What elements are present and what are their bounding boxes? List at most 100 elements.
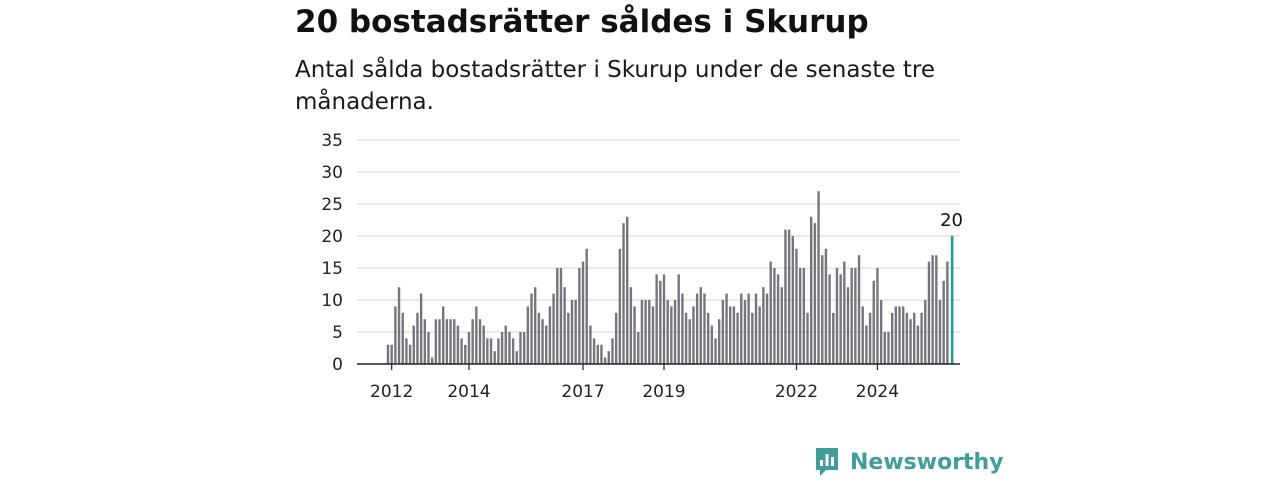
bar [541, 319, 544, 364]
x-tick-label: 2012 [370, 382, 413, 402]
bar [747, 293, 750, 364]
x-tick-label: 2024 [856, 382, 899, 402]
bar [408, 344, 412, 364]
bar [460, 338, 463, 364]
bar [405, 338, 408, 364]
bar [522, 332, 526, 364]
bar [648, 300, 651, 364]
bar [806, 312, 809, 364]
bar [592, 338, 596, 364]
bar [556, 268, 559, 364]
bar [703, 293, 706, 364]
bar-highlight [950, 236, 954, 364]
y-tick-label: 20 [321, 227, 343, 247]
bar [397, 287, 401, 364]
bar [938, 300, 942, 364]
bar [743, 300, 747, 364]
bar [942, 280, 945, 364]
bar [754, 293, 758, 364]
bar [626, 216, 629, 364]
bar [710, 325, 714, 364]
bar [666, 300, 669, 364]
bar [486, 338, 489, 364]
chart-title: 20 bostadsrätter såldes i Skurup [295, 4, 869, 40]
bar [578, 268, 581, 364]
bar [493, 351, 496, 364]
bars [386, 191, 954, 364]
bar [905, 312, 909, 364]
bar [530, 293, 533, 364]
bar [581, 261, 585, 364]
bar [475, 306, 478, 364]
bar [890, 312, 894, 364]
bar [846, 287, 850, 364]
bar [769, 261, 772, 364]
bar [449, 319, 452, 364]
bar [883, 332, 886, 364]
bar [559, 268, 563, 364]
bar [817, 191, 820, 364]
bar [909, 319, 912, 364]
bar [537, 312, 541, 364]
bar [784, 229, 787, 364]
bar [489, 338, 493, 364]
bar [714, 338, 717, 364]
bar [684, 312, 688, 364]
bar [445, 319, 449, 364]
bar [659, 280, 662, 364]
bar [916, 325, 920, 364]
bar [673, 300, 677, 364]
bar [644, 300, 647, 364]
bar [637, 332, 640, 364]
bar [419, 293, 423, 364]
bar [924, 300, 927, 364]
y-tick-label: 35 [321, 131, 343, 151]
bar [721, 300, 725, 364]
bar [563, 287, 566, 364]
y-axis-ticks: 0 5 10 15 20 25 30 35 [321, 131, 343, 375]
bar [876, 268, 879, 364]
bar [872, 280, 875, 364]
bar [699, 287, 702, 364]
bar [810, 216, 813, 364]
bar [762, 287, 765, 364]
highlight-value-label: 20 [940, 210, 963, 231]
y-tick-label: 30 [321, 163, 343, 183]
bar [835, 268, 839, 364]
bar [497, 338, 500, 364]
bar [567, 312, 570, 364]
bar [614, 312, 618, 364]
chart-subtitle: Antal sålda bostadsrätter i Skurup under… [295, 57, 936, 115]
bar [394, 306, 397, 364]
bar [780, 287, 783, 364]
bar [821, 255, 824, 364]
bar [611, 338, 614, 364]
bar [706, 312, 710, 364]
bar [861, 306, 864, 364]
bar [500, 332, 504, 364]
bar [692, 306, 695, 364]
bar [688, 319, 691, 364]
bar [902, 306, 905, 364]
bar [423, 319, 426, 364]
bar [776, 274, 780, 364]
bar [434, 319, 438, 364]
bar [868, 312, 872, 364]
bar [482, 325, 485, 364]
bar [828, 274, 831, 364]
bar [802, 268, 806, 364]
newsworthy-logo: Newsworthy [814, 446, 1004, 478]
bar [574, 300, 577, 364]
bar [504, 325, 507, 364]
bar [725, 293, 728, 364]
newsworthy-logo-text: Newsworthy [850, 449, 1004, 475]
bar [824, 248, 828, 364]
bar [629, 287, 633, 364]
bar [798, 268, 802, 364]
bar [773, 268, 776, 364]
bar [607, 351, 610, 364]
bar [464, 344, 467, 364]
gridlines [357, 139, 960, 333]
bar [839, 274, 842, 364]
